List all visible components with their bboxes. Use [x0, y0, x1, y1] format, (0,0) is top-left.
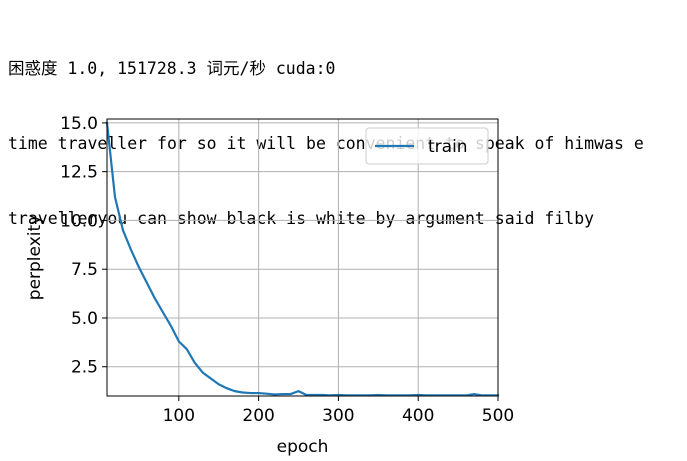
plot-frame [106, 118, 499, 397]
x-tick-label-2: 300 [322, 406, 354, 426]
x-tick-label-4: 500 [482, 406, 514, 426]
legend-label-train: train [428, 137, 468, 157]
y-tick-label-5: 15.0 [60, 114, 98, 134]
x-tick-label-3: 400 [402, 406, 434, 426]
x-axis-label: epoch [277, 437, 329, 457]
output-line-sample-2: travelleryou can show black is white by … [8, 209, 595, 228]
y-tick-label-4: 12.5 [60, 163, 98, 183]
series-layer [105, 121, 500, 397]
x-tick-label-1: 200 [242, 406, 274, 426]
legend: train [365, 127, 489, 165]
y-tick-label-1: 5.0 [71, 309, 98, 329]
y-tick-label-0: 2.5 [71, 358, 98, 378]
y-tick-label-2: 7.5 [71, 260, 98, 280]
legend-box [365, 127, 489, 165]
y-tick-label-3: 10.0 [60, 211, 98, 231]
x-tick-label-0: 100 [163, 406, 195, 426]
output-line-perplexity: 困惑度 1.0, 151728.3 词元/秒 cuda:0 [8, 59, 336, 78]
y-axis-label: perplexity [25, 215, 45, 300]
series-line-train [105, 121, 500, 397]
ticks: 100 200 300 400 500 2.5 5.0 7.5 10.0 12.5 15.0 [60, 114, 514, 426]
